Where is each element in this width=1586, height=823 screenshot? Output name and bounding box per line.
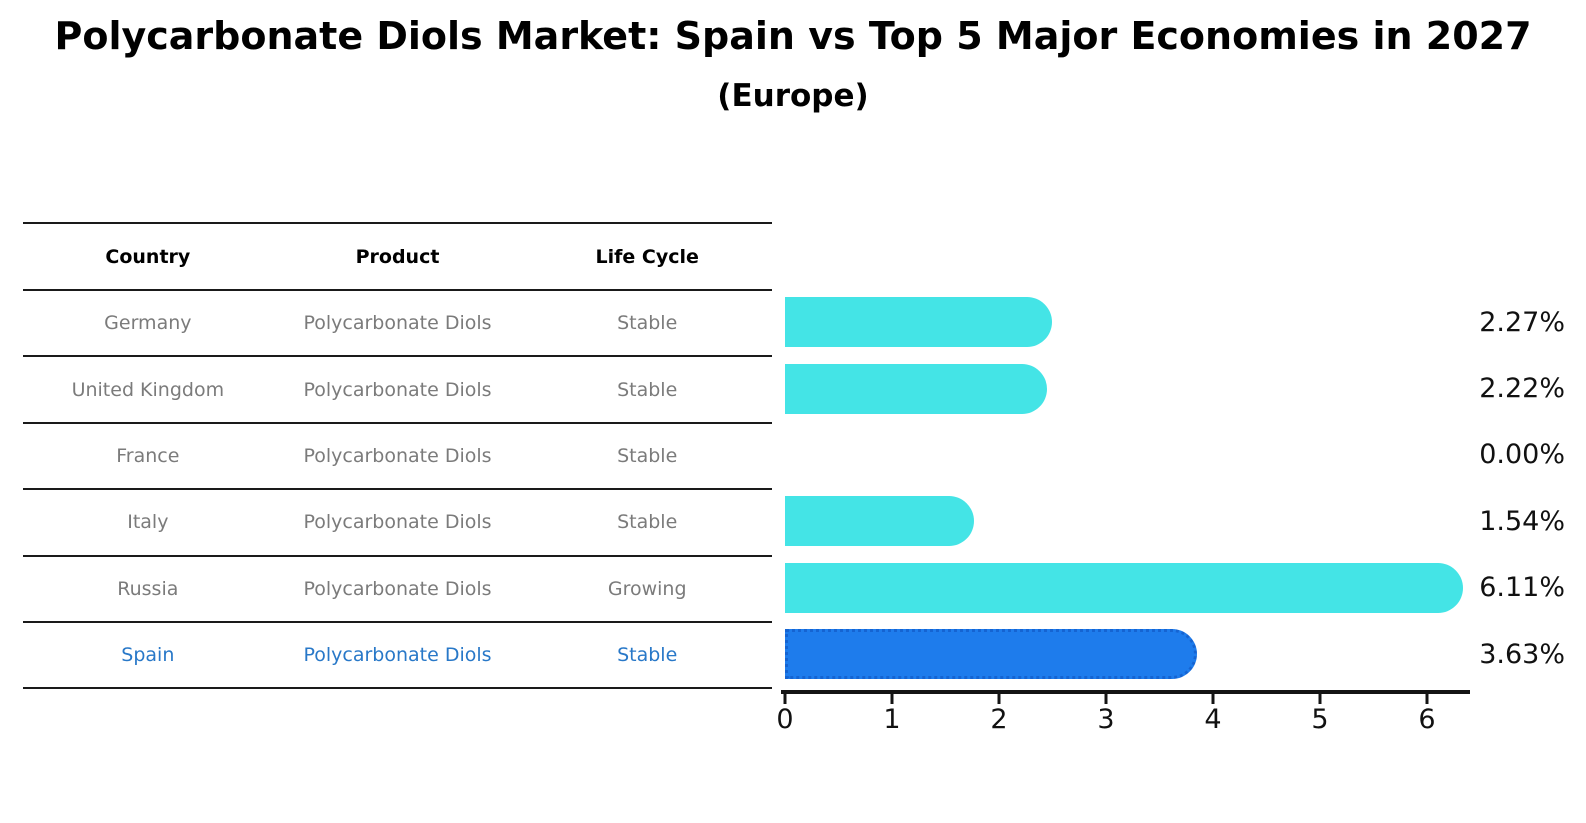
x-axis-tick [890, 694, 894, 704]
x-axis-tick [1318, 694, 1322, 704]
bar-italy [785, 496, 974, 547]
life-cycle-cell: Stable [617, 444, 678, 467]
product-cell: Polycarbonate Diols [303, 312, 492, 335]
x-axis-tick-label: 4 [1204, 704, 1222, 735]
x-axis-tick [1104, 694, 1108, 704]
value-label: 2.22% [1479, 373, 1565, 405]
x-axis-tick [1425, 694, 1429, 704]
bar-united-kingdom [785, 363, 1047, 414]
x-axis-tick-label: 6 [1418, 704, 1436, 735]
table-row: United Kingdom Polycarbonate Diols Stabl… [23, 357, 772, 424]
value-label: 2.27% [1479, 306, 1565, 338]
life-cycle-cell: Stable [617, 312, 678, 335]
table-row: Russia Polycarbonate Diols Growing [23, 557, 772, 623]
column-header-life-cycle: Life Cycle [595, 245, 699, 268]
chart-subtitle: (Europe) [717, 78, 869, 114]
life-cycle-cell: Growing [607, 577, 687, 600]
column-header-product: Product [355, 245, 440, 268]
bar-row [785, 289, 1505, 355]
bar-row [785, 422, 1505, 488]
table-row: Germany Polycarbonate Diols Stable [23, 291, 772, 358]
value-label: 6.11% [1479, 572, 1565, 604]
value-label: 0.00% [1479, 439, 1565, 471]
product-cell: Polycarbonate Diols [303, 644, 492, 667]
x-axis-tick [1211, 694, 1215, 704]
table-body: Germany Polycarbonate Diols Stable Unite… [23, 291, 772, 690]
x-axis-tick-label: 2 [990, 704, 1008, 735]
bar-row [785, 355, 1505, 421]
value-label: 3.63% [1479, 638, 1565, 670]
table-row: Spain Polycarbonate Diols Stable [23, 623, 772, 690]
bar-row [785, 488, 1505, 554]
country-cell: United Kingdom [71, 378, 225, 401]
product-cell: Polycarbonate Diols [303, 511, 492, 534]
bar-row [785, 621, 1505, 687]
country-cell: Russia [117, 577, 179, 600]
highlighted-bar-spain [785, 629, 1198, 680]
bar-plot-area [785, 289, 1505, 687]
bar-russia [785, 562, 1463, 613]
x-axis-tick-label: 1 [883, 704, 901, 735]
country-cell: Italy [127, 511, 169, 534]
data-table: Country Product Life Cycle Germany Polyc… [23, 222, 772, 690]
table-row: France Polycarbonate Diols Stable [23, 424, 772, 491]
value-label: 1.54% [1479, 505, 1565, 537]
country-cell: Germany [104, 312, 192, 335]
column-header-country: Country [105, 245, 191, 268]
x-axis-tick [997, 694, 1001, 704]
chart-title: Polycarbonate Diols Market: Spain vs Top… [54, 14, 1532, 58]
bar-germany [785, 297, 1052, 348]
product-cell: Polycarbonate Diols [303, 577, 492, 600]
life-cycle-cell: Stable [617, 511, 678, 534]
x-axis-tick-label: 5 [1311, 704, 1329, 735]
x-axis-line [781, 690, 1470, 694]
value-label-column: 2.27% 2.22% 0.00% 1.54% 6.11% 3.63% [1460, 289, 1565, 687]
table-header-row: Country Product Life Cycle [23, 224, 772, 291]
life-cycle-cell: Stable [617, 378, 678, 401]
bar-row [785, 555, 1505, 621]
life-cycle-cell: Stable [617, 644, 678, 667]
x-axis-tick-label: 0 [776, 704, 794, 735]
x-axis-tick-label: 3 [1097, 704, 1115, 735]
product-cell: Polycarbonate Diols [303, 378, 492, 401]
x-axis-tick [783, 694, 787, 704]
country-cell: France [116, 444, 180, 467]
product-cell: Polycarbonate Diols [303, 444, 492, 467]
country-cell: Spain [121, 644, 175, 667]
table-row: Italy Polycarbonate Diols Stable [23, 490, 772, 557]
